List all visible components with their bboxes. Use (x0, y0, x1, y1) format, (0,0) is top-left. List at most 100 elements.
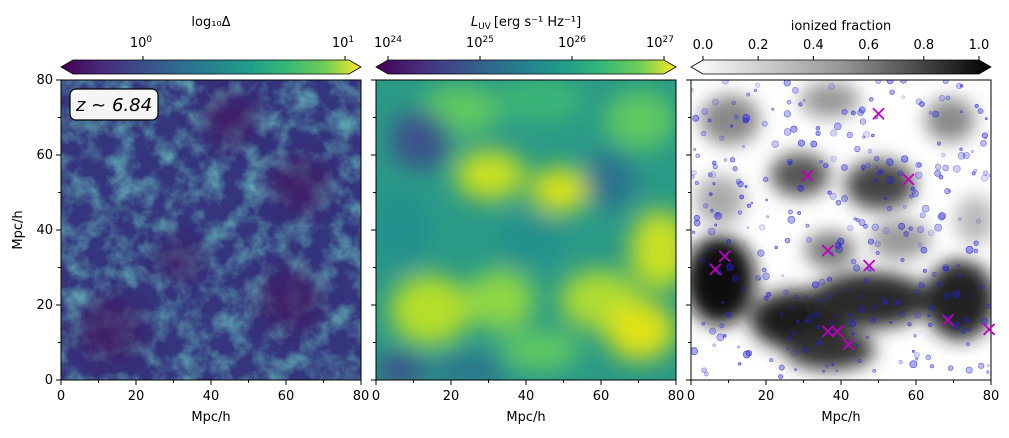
source-point (691, 347, 698, 356)
source-point (826, 292, 833, 300)
source-point (762, 272, 770, 280)
source-point (790, 349, 799, 357)
source-point (858, 219, 866, 226)
density-colorbar-label: log₁₀Δ (191, 15, 230, 30)
source-point (737, 210, 743, 215)
source-point (829, 192, 837, 200)
redshift-label: z ~ 6.84 (75, 95, 152, 116)
uv-cbar-tick-4: 1027 (646, 35, 674, 51)
source-point (879, 169, 884, 174)
uv-image (376, 80, 676, 380)
source-point (783, 80, 791, 87)
source-point (875, 166, 879, 170)
source-point (959, 84, 964, 88)
uv-panel: LUV [erg s⁻¹ Hz⁻¹] 1024 1025 1026 1027 (371, 15, 684, 425)
source-point (915, 161, 922, 169)
source-point (855, 218, 860, 222)
x-marker (718, 250, 731, 263)
source-point (846, 288, 851, 293)
source-point (763, 295, 769, 301)
source-point (886, 176, 894, 184)
source-point (872, 368, 877, 373)
source-point (723, 334, 727, 338)
source-point (867, 238, 874, 245)
source-point (721, 300, 725, 304)
source-point (918, 281, 925, 289)
source-point (737, 180, 744, 188)
x-tick-label: 60 (278, 389, 295, 404)
x-markers (709, 107, 996, 351)
source-point (701, 108, 709, 115)
source-point (709, 327, 717, 335)
source-point (863, 223, 868, 229)
source-point (811, 281, 820, 289)
source-point (798, 102, 803, 107)
source-point (797, 211, 802, 215)
uv-xlabel: Mpc/h (506, 410, 545, 425)
source-point (707, 172, 713, 178)
source-point (925, 354, 932, 361)
source-point (721, 80, 729, 85)
x-tick-label: 20 (443, 389, 460, 404)
source-point (886, 205, 893, 212)
source-point (794, 368, 797, 371)
source-point (778, 364, 785, 371)
source-point (796, 320, 800, 324)
source-point (945, 95, 951, 101)
source-point (987, 364, 990, 367)
source-point (980, 140, 987, 147)
source-point (869, 97, 874, 102)
source-point (942, 164, 949, 172)
source-point (806, 237, 812, 243)
source-point (714, 223, 718, 227)
source-point (744, 184, 748, 188)
source-point (737, 345, 741, 349)
source-point (908, 226, 913, 231)
x-marker (941, 313, 955, 327)
source-point (802, 98, 806, 102)
source-point (765, 198, 768, 202)
source-point (929, 364, 934, 369)
source-point (857, 109, 864, 116)
source-point (851, 316, 857, 321)
source-point (973, 240, 979, 246)
source-point (709, 208, 714, 213)
ionized-cbar-tick-label: 0.0 (693, 38, 714, 53)
source-point (766, 291, 772, 297)
source-point (828, 83, 835, 90)
source-point (957, 151, 966, 160)
source-point (943, 292, 951, 300)
source-point (952, 290, 961, 299)
ionized-cbar-tick-label: 0.6 (858, 38, 879, 53)
source-point (958, 274, 962, 278)
source-point (875, 80, 882, 84)
x-tick-label: 80 (353, 389, 370, 404)
source-point (902, 204, 907, 209)
x-tick-label: 80 (983, 389, 1000, 404)
source-point (865, 335, 870, 340)
source-point (791, 87, 799, 94)
source-point (958, 217, 962, 221)
uv-colorbar: LUV [erg s⁻¹ Hz⁻¹] 1024 1025 1026 1027 (374, 15, 677, 75)
source-point (712, 182, 716, 186)
source-point (875, 251, 880, 255)
source-point (922, 268, 927, 273)
source-point (797, 139, 805, 147)
source-point (928, 304, 935, 312)
source-point (709, 171, 717, 179)
source-points (691, 80, 991, 380)
source-point (871, 317, 876, 323)
source-point (934, 169, 941, 177)
source-point (694, 181, 699, 185)
source-point (708, 247, 713, 252)
source-point (935, 163, 942, 171)
ionized-cbar-tick-label: 0.8 (913, 38, 934, 53)
source-point (738, 362, 742, 366)
source-point (716, 333, 725, 342)
x-tick-label: 40 (518, 389, 535, 404)
source-point (827, 276, 832, 282)
source-point (787, 215, 796, 224)
source-point (769, 358, 774, 363)
source-point (871, 133, 875, 138)
source-point (830, 155, 837, 163)
